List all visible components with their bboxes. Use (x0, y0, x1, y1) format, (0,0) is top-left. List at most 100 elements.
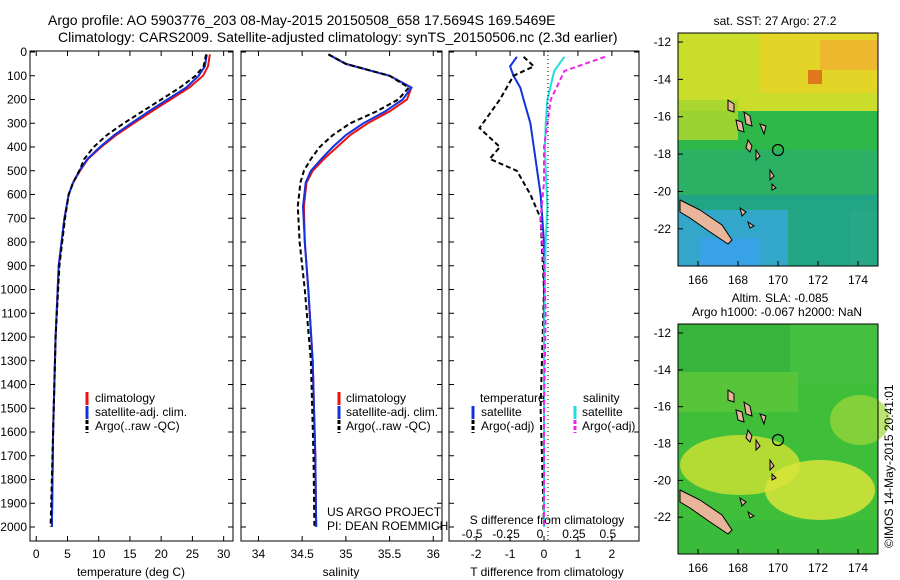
x-tick-label: 34 (252, 547, 266, 561)
depth-tick-label: 1300 (0, 354, 27, 368)
temperature-x-label: temperature (deg C) (77, 565, 185, 579)
x-tick-label: 25 (186, 547, 200, 561)
map1-axes: -12 -14 -16 -18 -20 -22 166 168 170 172 174 (654, 35, 869, 287)
series-line-climatology (302, 53, 413, 528)
depth-tick-label: 1900 (0, 496, 27, 510)
depth-tick-label: 900 (7, 259, 27, 273)
map-lat-label: -16 (654, 400, 672, 414)
t-difference-x-axis: -2 -1 0 1 2 (471, 51, 616, 561)
title-line-2: Climatology: CARS2009. Satellite-adjuste… (58, 29, 618, 45)
legend-label-satellite: satellite-adj. clim. (95, 405, 187, 419)
sla-map (677, 323, 890, 555)
legend-label-argo: Argo(..raw -QC) (346, 419, 431, 433)
legend-label-t-satellite: satellite (481, 405, 522, 419)
series-line-argo-raw-qc- (296, 53, 411, 528)
depth-tick-label: 1700 (0, 449, 27, 463)
depth-tick-label: 2000 (0, 520, 27, 534)
legend-heading-temperature: temperature (480, 391, 545, 405)
map-lon-label: 168 (728, 561, 748, 575)
s-difference-x-axis: -0.5 -0.25 0 0.25 0.5 (462, 527, 617, 541)
s-tick-label: -0.25 (492, 527, 520, 541)
legend-label-t-argo: Argo(-adj) (481, 419, 534, 433)
x-tick-label: 0 (33, 547, 40, 561)
s-tick-label: 0.25 (562, 527, 586, 541)
depth-tick-label: 800 (7, 235, 27, 249)
series-line-temperature-argo-adj- (478, 56, 546, 528)
salinity-x-label: salinity (323, 565, 360, 579)
depth-tick-label: 1000 (0, 283, 27, 297)
temperature-x-axis: 0 5 10 15 20 25 30 (33, 51, 231, 561)
s-tick-label: 0.5 (600, 527, 617, 541)
map-lon-label: 172 (808, 273, 828, 287)
map-lon-label: 168 (728, 273, 748, 287)
map-lon-label: 172 (808, 561, 828, 575)
depth-tick-label: 1400 (0, 378, 27, 392)
sst-map (677, 32, 879, 267)
legend-label-argo: Argo(..raw -QC) (95, 419, 180, 433)
series-line-argo-raw-qc- (49, 54, 208, 528)
x-tick-label: -1 (505, 547, 516, 561)
x-tick-label: -2 (471, 547, 482, 561)
map-lon-label: 170 (768, 273, 788, 287)
title-line-1: Argo profile: AO 5903776_203 08-May-2015… (48, 12, 556, 28)
s-tick-label: -0.5 (462, 527, 483, 541)
series-line-salinity-argo-adj- (539, 55, 606, 527)
map-lat-label: -20 (654, 184, 672, 198)
x-tick-label: 20 (154, 547, 168, 561)
depth-tick-label: 100 (7, 69, 27, 83)
depth-tick-label: 200 (7, 93, 27, 107)
salinity-x-axis: 34 34.5 35 35.5 36 (252, 51, 440, 561)
map-lat-label: -22 (654, 510, 672, 524)
s-tick-label: 0 (537, 527, 544, 541)
legend-label-s-argo: Argo(-adj) (582, 419, 635, 433)
map-lat-label: -18 (654, 147, 672, 161)
salinity-panel (240, 50, 443, 542)
credit-pi: PI: DEAN ROEMMICH (327, 519, 448, 533)
credit-project: US ARGO PROJECT (327, 505, 442, 519)
series-line-salinity-satellite (543, 56, 566, 527)
legend-label-s-satellite: satellite (582, 405, 623, 419)
map-lat-label: -20 (654, 473, 672, 487)
temperature-legend: climatology satellite-adj. clim. Argo(..… (85, 391, 187, 433)
legend-heading-salinity: salinity (583, 391, 620, 405)
map-lon-label: 170 (768, 561, 788, 575)
map1-title: sat. SST: 27 Argo: 27.2 (714, 14, 837, 28)
depth-tick-label: 1600 (0, 425, 27, 439)
map-lon-label: 174 (848, 273, 868, 287)
t-difference-x-label: T difference from climatology (470, 565, 624, 579)
x-tick-label: 36 (427, 547, 441, 561)
series-line-temperature-satellite (508, 56, 545, 527)
map-lon-label: 166 (688, 273, 708, 287)
depth-tick-label: 0 (20, 45, 27, 59)
depth-tick-label: 1800 (0, 473, 27, 487)
depth-axis: 0 100 200 300 400 500 600 700 800 900 1000 1100 1200… (0, 45, 639, 534)
map-lat-label: -22 (654, 222, 672, 236)
s-difference-x-label: S difference from climatology (470, 513, 625, 527)
x-tick-label: 15 (123, 547, 137, 561)
x-tick-label: 35.5 (378, 547, 402, 561)
map-lat-label: -12 (654, 35, 672, 49)
x-tick-label: 30 (217, 547, 231, 561)
series-line-climatology (50, 54, 211, 528)
depth-tick-label: 400 (7, 140, 27, 154)
depth-tick-label: 1200 (0, 330, 27, 344)
argo-float-marker (771, 143, 785, 157)
map-lon-label: 166 (688, 561, 708, 575)
map-lon-label: 174 (848, 561, 868, 575)
x-tick-label: 0 (541, 547, 548, 561)
depth-tick-label: 1100 (1, 306, 27, 320)
legend-label-climatology: climatology (346, 391, 406, 405)
x-tick-label: 1 (575, 547, 582, 561)
map-lat-label: -14 (654, 363, 672, 377)
series-line-satellite-adj-clim- (301, 53, 413, 528)
map-lat-label: -16 (654, 110, 672, 124)
map-lat-label: -12 (654, 326, 672, 340)
map-lat-label: -14 (654, 72, 672, 86)
salinity-legend: climatology satellite-adj. clim. Argo(..… (327, 391, 448, 533)
x-tick-label: 5 (64, 547, 71, 561)
map2-title-2: Argo h1000: -0.067 h2000: NaN (692, 305, 862, 319)
temperature-panel (29, 50, 234, 542)
depth-tick-label: 700 (7, 211, 27, 225)
x-tick-label: 2 (609, 547, 616, 561)
